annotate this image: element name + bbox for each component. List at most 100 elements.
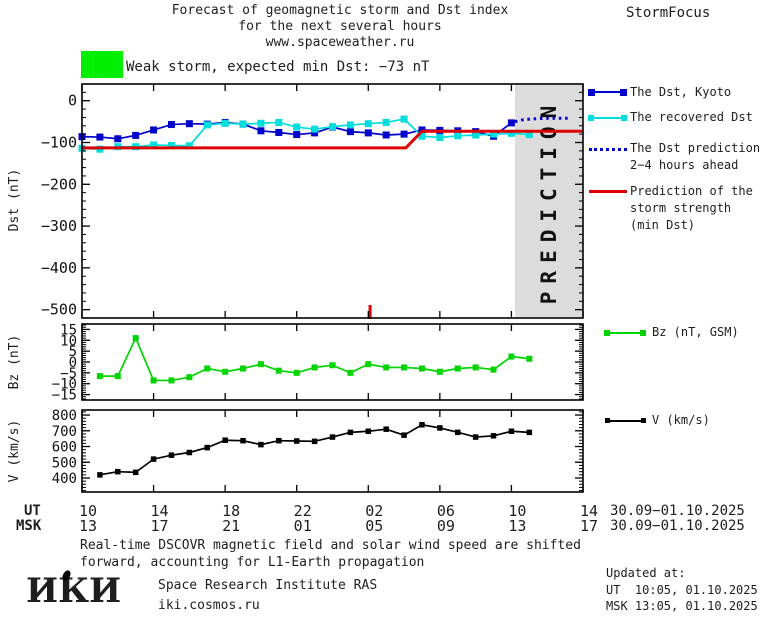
series-marker — [490, 366, 497, 373]
series-marker — [383, 364, 390, 371]
institute-name: Space Research Institute RAS — [158, 578, 378, 593]
series-marker — [203, 121, 211, 129]
y-tick-label: −5 — [60, 366, 77, 382]
series-marker — [167, 141, 175, 149]
y-tick-label: −400 — [41, 259, 77, 277]
series-marker — [150, 456, 157, 462]
y-tick-label: 15 — [60, 322, 77, 338]
storm-alert-text: Weak storm, expected min Dst: −73 nT — [126, 59, 430, 75]
x-tick-label-msk: 13 — [78, 517, 98, 535]
legend-recovered-label: The recovered Dst — [630, 110, 753, 124]
y-tick-label: 10 — [60, 333, 77, 349]
series-marker — [150, 377, 157, 384]
legend-kyoto-line — [589, 91, 627, 93]
series-marker — [454, 132, 462, 140]
x-tick-label-msk: 13 — [508, 517, 527, 535]
series-marker — [222, 368, 229, 375]
legend-recovered-marker-left — [588, 115, 594, 121]
prediction-zone-label: PREDICTION — [537, 98, 561, 304]
series-marker — [507, 119, 515, 127]
x-tick-label-ut: 10 — [78, 502, 98, 520]
legend-prediction-dotted-line — [589, 148, 627, 151]
series-marker — [293, 123, 301, 131]
series-marker — [508, 353, 515, 360]
series-marker — [221, 119, 229, 127]
series-marker — [132, 335, 139, 342]
series-marker — [419, 422, 425, 428]
y-tick-label: −10 — [52, 377, 77, 393]
y-tick-label: −15 — [52, 388, 77, 404]
legend-storm-label-line2: storm strength — [630, 201, 732, 215]
x-tick-label-msk: 01 — [293, 517, 312, 535]
legend-recovered-line — [589, 117, 627, 119]
ut-row-label: UT — [24, 503, 41, 519]
series-marker — [240, 365, 247, 372]
x-tick-label-msk: 17 — [150, 517, 169, 535]
chart-frame — [81, 83, 584, 319]
series-marker — [436, 133, 444, 141]
series-marker — [132, 131, 140, 139]
series-marker — [311, 438, 318, 445]
dst-axis-title: Dst (nT) — [7, 168, 22, 232]
x-tick-label-ut: 22 — [293, 502, 312, 520]
series-marker — [329, 434, 336, 440]
iki-logo: ИКИ — [26, 571, 122, 611]
series-marker — [347, 429, 354, 436]
x-tick-label-ut: 10 — [508, 502, 527, 520]
series-marker — [382, 118, 390, 126]
footnote-line1: Real-time DSCOVR magnetic field and sola… — [80, 538, 581, 553]
series-marker — [418, 132, 426, 140]
series-marker — [222, 437, 228, 443]
updated-at-label: Updated at: — [606, 566, 686, 580]
y-tick-label: 600 — [52, 440, 77, 456]
series-marker — [150, 141, 158, 149]
series-marker — [365, 428, 372, 434]
series-marker — [346, 128, 354, 136]
series-marker — [167, 121, 175, 129]
footnote-line2: forward, accounting for L1-Earth propaga… — [80, 555, 425, 570]
series-marker — [400, 130, 408, 138]
y-tick-label: 800 — [52, 408, 77, 424]
y-tick-label: 5 — [69, 344, 77, 360]
series-line — [99, 336, 530, 382]
x-tick-label-ut: 02 — [365, 502, 384, 520]
x-tick-label-ut: 06 — [436, 502, 455, 520]
legend-bz-marker-right — [640, 330, 646, 336]
updated-at-ut: UT 10:05, 01.10.2025 — [606, 583, 758, 597]
series-marker — [329, 123, 336, 131]
series-line — [99, 423, 530, 476]
legend-kyoto-marker-right — [620, 89, 627, 96]
series-marker — [96, 133, 104, 141]
x-tick-label-msk: 09 — [436, 517, 455, 535]
site-url-text: www.spaceweather.ru — [265, 35, 415, 50]
legend-prediction-label-line1: The Dst prediction — [630, 141, 760, 155]
series-marker — [257, 361, 264, 368]
y-tick-label: 700 — [52, 424, 77, 440]
series-marker — [114, 135, 122, 143]
series-marker — [472, 434, 479, 440]
series-marker — [347, 369, 354, 376]
legend-v-label: V (km/s) — [652, 413, 710, 427]
series-marker — [114, 373, 121, 380]
institute-site: iki.cosmos.ru — [158, 598, 260, 613]
x-tick-label-ut: 14 — [150, 502, 169, 520]
series-marker — [150, 126, 158, 134]
series-marker — [490, 130, 498, 138]
date-range-ut: 30.09−01.10.2025 — [610, 503, 745, 519]
series-marker — [168, 377, 175, 384]
series-marker — [526, 429, 533, 436]
series-marker — [115, 468, 121, 475]
series-marker — [275, 367, 282, 374]
page-title-line1: Forecast of geomagnetic storm and Dst in… — [171, 3, 509, 18]
series-marker — [185, 142, 193, 150]
series-marker — [293, 369, 300, 376]
series-marker — [346, 121, 354, 129]
legend-kyoto-marker-left — [588, 89, 595, 96]
y-tick-label: 400 — [52, 471, 77, 487]
y-tick-label: −100 — [41, 134, 77, 152]
series-marker — [329, 362, 336, 369]
